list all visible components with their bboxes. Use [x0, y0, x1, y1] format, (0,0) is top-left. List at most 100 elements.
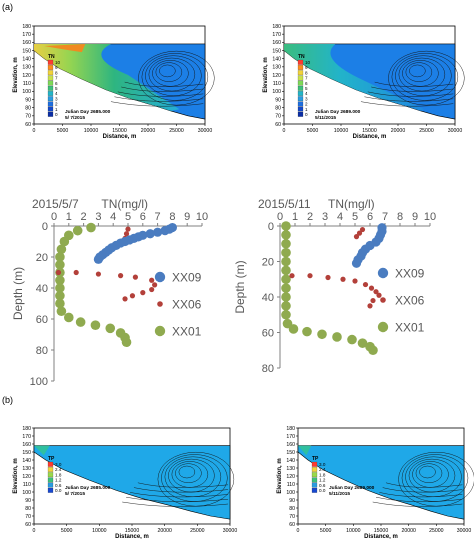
legend-swatch	[297, 80, 304, 86]
x-tick-label: 15000	[374, 528, 389, 534]
x-tick-label: 1	[292, 211, 298, 223]
legend-swatch	[47, 80, 54, 86]
y-tick-label: 170	[272, 32, 281, 38]
y-tick-label: 60	[25, 122, 31, 128]
contour-line	[385, 482, 463, 488]
data-point-xx01	[281, 247, 291, 258]
x-tick-label: 10000	[92, 528, 107, 534]
date-annotation: 5/11/2015	[315, 115, 336, 121]
legend-value: 4	[305, 91, 308, 96]
legend-value: 1.8	[55, 472, 62, 477]
data-point-xx01	[281, 256, 291, 267]
data-point-xx09	[145, 229, 155, 239]
legend-swatch	[47, 70, 54, 76]
data-point-xx01	[281, 292, 291, 302]
legend-swatch	[297, 106, 304, 112]
data-point-xx01	[105, 323, 116, 334]
data-point-xx06	[152, 282, 158, 288]
x-tick-label: 20000	[401, 528, 416, 534]
x-axis-label: TN(mg/l)	[101, 197, 148, 211]
data-point-xx01	[59, 236, 70, 247]
data-point-xx01	[72, 225, 83, 236]
x-tick-label: 20000	[141, 128, 156, 134]
contour-line	[419, 465, 436, 479]
upstream-tp-patch	[298, 445, 312, 456]
y-tick-label: 70	[275, 114, 281, 120]
y-tick-label: 60	[36, 314, 48, 326]
data-point-xx06	[149, 277, 155, 283]
contour-line	[374, 81, 454, 87]
legend-marker-xx06	[157, 301, 163, 307]
y-tick-label: 110	[273, 81, 281, 87]
x-tick-label: 25000	[429, 528, 444, 534]
y-tick-label: 0	[42, 221, 48, 233]
legend-value: 1	[55, 107, 58, 112]
y-tick-label: 70	[25, 514, 31, 520]
data-point-xx06	[95, 271, 101, 277]
legend-swatch	[297, 111, 304, 117]
x-tick-label: 2	[81, 211, 87, 223]
legend-marker-xx06	[380, 297, 386, 303]
x-tick-label: 10	[196, 211, 208, 223]
data-point-xx01	[281, 221, 291, 231]
y-tick-label: 140	[272, 56, 281, 62]
high-tn-band	[34, 43, 180, 111]
y-tick-label: 180	[272, 24, 281, 30]
y-axis-label: Elevation, m	[13, 57, 19, 92]
legend-swatch	[311, 472, 318, 478]
x-tick-label: 7	[382, 211, 388, 223]
y-tick-label: 160	[22, 442, 31, 448]
x-tick-label: 1	[66, 211, 72, 223]
x-tick-label: 30000	[223, 528, 238, 534]
legend-value: 5	[55, 86, 58, 91]
legend-value: 10	[55, 60, 61, 65]
x-tick-label: 4	[110, 211, 116, 223]
date-annotation: 5/ 7/2015	[65, 491, 85, 497]
data-point-xx01	[55, 275, 65, 286]
tn-profile-chart-may11: 2015/5/11 TN(mg/l)0 1 2 3 4 5 6 7 8 9 10020406080De…	[233, 197, 436, 375]
y-tick-label: 130	[22, 466, 31, 472]
data-point-xx06	[353, 234, 360, 240]
y-tick-label: 80	[262, 363, 274, 375]
contour-line	[367, 91, 454, 97]
legend-swatch	[297, 101, 304, 107]
legend-swatch	[47, 59, 54, 65]
data-point-xx01	[281, 238, 291, 249]
x-tick-label: 20000	[391, 128, 406, 134]
contour-line	[124, 81, 204, 87]
data-point-xx06	[359, 226, 366, 233]
y-tick-label: 80	[289, 506, 295, 512]
data-point-xx01	[75, 317, 86, 327]
y-tick-label: 150	[272, 48, 281, 54]
contour-line	[382, 487, 463, 493]
x-tick-label: 30000	[198, 128, 213, 134]
legend-value: 1.8	[319, 472, 326, 477]
contour-line	[110, 101, 204, 107]
y-tick-label: 120	[272, 73, 281, 79]
y-tick-label: 90	[289, 498, 295, 504]
x-tick-label: 5000	[320, 528, 332, 534]
legend-value: 8	[305, 70, 308, 75]
y-axis-label: Elevation, m	[263, 57, 269, 92]
y-axis-label: Elevation, m	[277, 458, 283, 493]
data-point-xx01	[90, 320, 101, 331]
data-point-xx06	[132, 274, 138, 280]
y-tick-label: 120	[22, 73, 31, 79]
data-point-xx01	[55, 259, 65, 270]
contour-plot-tn-may7: 0 5000 10000 15000 20000 25000 300006070809010…	[13, 24, 215, 140]
legend-swatch	[47, 461, 54, 467]
legend-value: 6	[305, 81, 308, 86]
legend-value: 0.6	[55, 483, 62, 488]
legend-value: 0	[55, 112, 58, 117]
data-point-xx01	[302, 326, 312, 337]
y-tick-label: 110	[23, 482, 31, 488]
contour-line	[375, 496, 463, 502]
contour-line	[409, 64, 426, 78]
contour-line	[405, 62, 433, 82]
upstream-tp-patch	[34, 445, 50, 456]
x-tick-label: 20000	[157, 528, 172, 534]
data-point-xx06	[129, 293, 136, 299]
x-tick-label: 25000	[190, 528, 205, 534]
data-point-xx01	[368, 345, 378, 356]
legend-swatch	[47, 467, 54, 472]
